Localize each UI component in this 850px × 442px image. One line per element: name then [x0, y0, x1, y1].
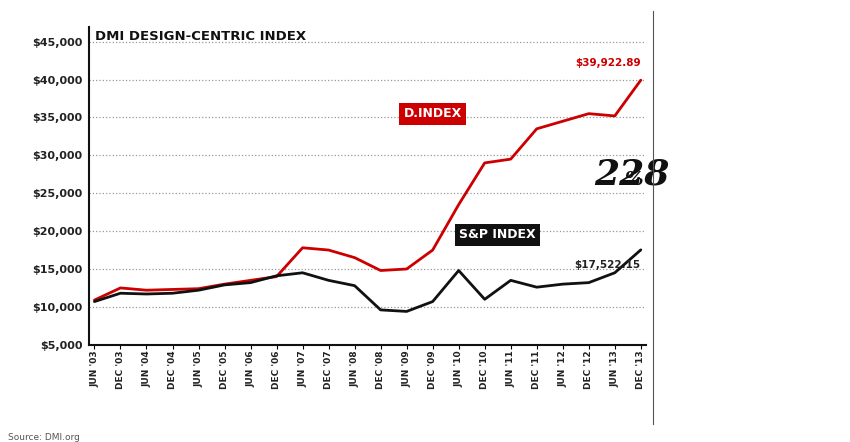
Text: NIKE: NIKE: [668, 261, 694, 271]
Text: DESIGN-CENTRIC
ORGANIZATIONS:: DESIGN-CENTRIC ORGANIZATIONS:: [668, 23, 783, 52]
Text: STEELCASE: STEELCASE: [668, 347, 730, 357]
Text: $39,922.89: $39,922.89: [575, 58, 641, 68]
Text: 228: 228: [594, 157, 669, 191]
Text: HERMAN-MILLER: HERMAN-MILLER: [668, 175, 759, 186]
Text: D.INDEX: D.INDEX: [404, 107, 462, 120]
Text: COCA-COLA: COCA-COLA: [668, 133, 732, 143]
Text: WALT DISNEY: WALT DISNEY: [668, 390, 741, 400]
Text: Source: DMI.org: Source: DMI.org: [8, 433, 81, 442]
Text: IBM: IBM: [668, 197, 688, 207]
Text: APPLE: APPLE: [668, 111, 703, 122]
Text: INTUIT: INTUIT: [668, 218, 705, 229]
Text: DMI DESIGN-CENTRIC INDEX: DMI DESIGN-CENTRIC INDEX: [95, 30, 306, 43]
Text: TARGET: TARGET: [668, 368, 711, 378]
Text: $17,522.15: $17,522.15: [575, 260, 641, 270]
Text: FORD: FORD: [668, 154, 699, 164]
Text: NEWELL-RUBBERMAID: NEWELL-RUBBERMAID: [668, 240, 790, 250]
Text: S&P INDEX: S&P INDEX: [459, 229, 536, 241]
Text: PROCTER & GAMBLE: PROCTER & GAMBLE: [668, 282, 779, 293]
Text: WHIRLPOOL: WHIRLPOOL: [668, 411, 734, 421]
Text: STARBUCKS: STARBUCKS: [668, 304, 734, 314]
Text: STARWOOD: STARWOOD: [668, 325, 732, 335]
Text: %: %: [624, 171, 643, 189]
